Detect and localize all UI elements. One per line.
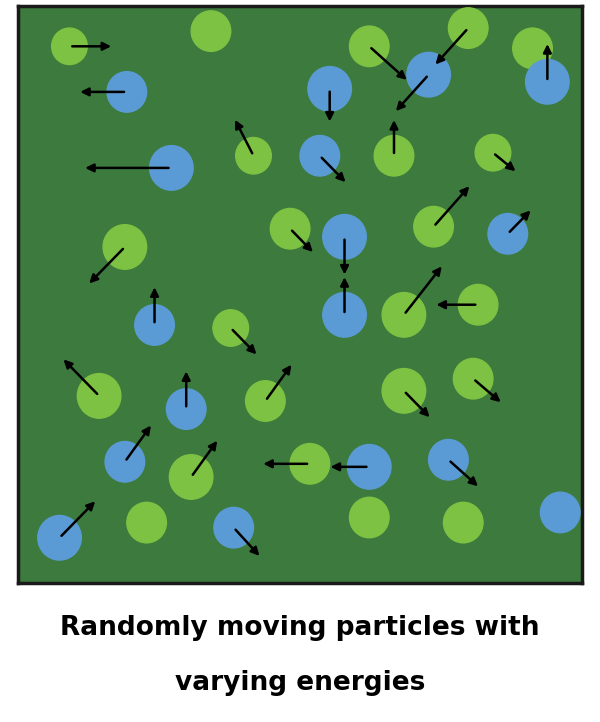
Circle shape (349, 497, 389, 538)
Circle shape (458, 284, 498, 325)
Circle shape (213, 310, 248, 347)
Circle shape (105, 442, 145, 482)
Circle shape (414, 206, 454, 247)
Text: varying energies: varying energies (175, 670, 425, 696)
Circle shape (347, 445, 391, 489)
Circle shape (52, 28, 87, 64)
Circle shape (214, 508, 253, 548)
Circle shape (290, 443, 329, 484)
Circle shape (271, 209, 310, 249)
Circle shape (454, 358, 493, 399)
Circle shape (300, 136, 340, 176)
Circle shape (526, 59, 569, 104)
Circle shape (513, 28, 553, 69)
Circle shape (166, 389, 206, 430)
Circle shape (77, 373, 121, 418)
Circle shape (323, 292, 366, 337)
Circle shape (191, 11, 231, 51)
Circle shape (169, 455, 213, 500)
Circle shape (382, 292, 425, 337)
Circle shape (236, 137, 271, 174)
Circle shape (107, 71, 146, 112)
Circle shape (135, 305, 175, 345)
Circle shape (541, 492, 580, 533)
Circle shape (407, 53, 451, 97)
Text: Randomly moving particles with: Randomly moving particles with (60, 614, 540, 640)
Circle shape (308, 66, 352, 111)
Circle shape (443, 503, 483, 543)
Circle shape (323, 214, 366, 259)
Circle shape (349, 26, 389, 66)
Circle shape (149, 146, 193, 190)
Circle shape (38, 516, 82, 560)
Circle shape (488, 214, 527, 254)
Circle shape (374, 136, 414, 176)
Circle shape (448, 8, 488, 48)
Circle shape (428, 440, 468, 480)
Circle shape (475, 134, 511, 171)
Circle shape (127, 503, 166, 543)
Circle shape (245, 380, 285, 421)
Circle shape (382, 368, 425, 413)
Circle shape (103, 225, 146, 269)
